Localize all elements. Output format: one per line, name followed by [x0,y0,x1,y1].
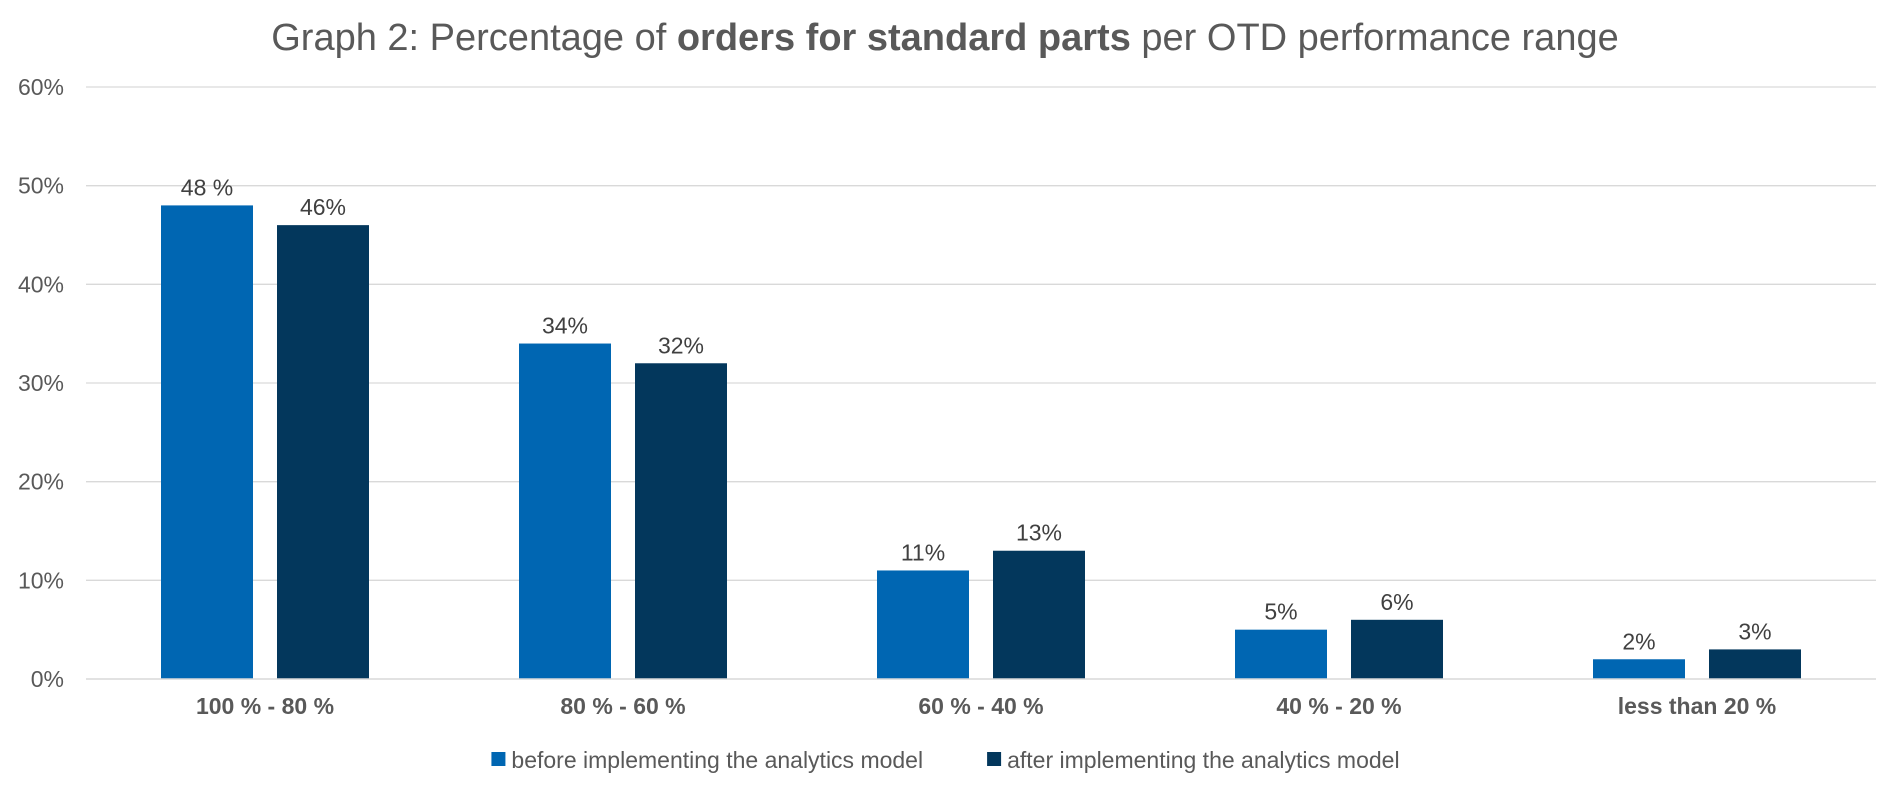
bar [635,363,727,679]
bar [877,570,969,679]
y-tick-label: 30% [18,370,64,396]
bar [993,550,1085,679]
bar [1593,659,1685,679]
y-tick-label: 60% [18,74,64,100]
legend-label: before implementing the analytics model [511,747,923,773]
x-tick-label: 60 % - 40 % [918,693,1043,719]
bar [519,343,611,679]
x-tick-label: less than 20 % [1618,693,1777,719]
chart-title-part-1: Graph 2: Percentage of [271,17,677,59]
bar [1709,649,1801,679]
data-label: 32% [658,332,704,358]
bar [277,225,369,679]
bar [161,205,253,679]
data-labels: 48 % 46% 34% 32% 11% 13% 5% 6% 2% 3% [181,174,1772,654]
y-axis-ticks: 0% 10% 20% 30% 40% 50% 60% [18,74,64,692]
y-tick-label: 50% [18,173,64,199]
data-label: 48 % [181,174,233,200]
legend: before implementing the analytics model a… [491,747,1400,773]
bars [161,205,1801,679]
legend-item: after implementing the analytics model [987,747,1400,773]
y-tick-label: 20% [18,469,64,495]
data-label: 34% [542,313,588,339]
chart-title-part-3: per OTD performance range [1131,17,1619,59]
data-label: 11% [901,539,945,565]
data-label: 2% [1622,628,1655,654]
y-tick-label: 10% [18,567,64,593]
data-label: 6% [1380,589,1413,615]
y-tick-label: 0% [31,666,64,692]
grid-lines [86,86,1876,581]
data-label: 5% [1264,599,1297,625]
legend-item: before implementing the analytics model [491,747,923,773]
x-tick-label: 100 % - 80 % [196,693,334,719]
x-tick-label: 80 % - 60 % [560,693,685,719]
x-tick-label: 40 % - 20 % [1276,693,1401,719]
x-axis-ticks: 100 % - 80 % 80 % - 60 % 60 % - 40 % 40 % -… [196,693,1776,719]
data-label: 13% [1016,520,1062,546]
chart-title-part-2: orders for standard parts [677,17,1131,59]
y-tick-label: 40% [18,271,64,297]
legend-label: after implementing the analytics model [1007,747,1399,773]
legend-swatch [987,752,1002,766]
bar [1351,619,1443,679]
legend-swatch [491,752,506,766]
data-label: 3% [1738,618,1771,644]
bar [1235,629,1327,679]
data-label: 46% [300,194,346,220]
chart-title: Graph 2: Percentage of orders for standa… [271,17,1618,59]
